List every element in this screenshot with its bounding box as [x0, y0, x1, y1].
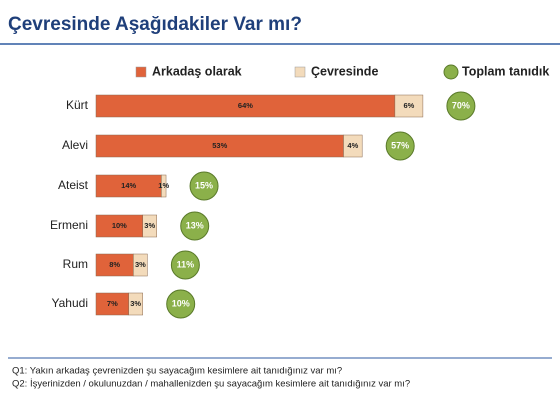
bar-segment: [161, 174, 167, 198]
legend-swatch: [135, 66, 147, 78]
segment-label: 14%: [121, 181, 136, 190]
segment-label: 64%: [238, 101, 253, 110]
category-label: Yahudi: [52, 296, 88, 310]
segment-label: 4%: [347, 141, 358, 150]
category-label: Rum: [63, 257, 88, 271]
total-label: 13%: [186, 220, 204, 230]
segment-label: 53%: [212, 141, 227, 150]
category-label: Alevi: [62, 138, 88, 152]
total-circle: [180, 211, 210, 241]
legend-swatch: [443, 64, 459, 80]
total-circle: [166, 289, 196, 319]
total-circle: [385, 131, 415, 161]
bar-segment: [142, 214, 157, 238]
category-label: Ermeni: [50, 218, 88, 232]
segment-label: 3%: [144, 221, 155, 230]
segment-label: 6%: [403, 101, 414, 110]
total-circle: [170, 250, 200, 280]
category-label: Kürt: [66, 98, 89, 112]
segment-label: 3%: [135, 260, 146, 269]
segment-label: 3%: [130, 299, 141, 308]
segment-label: 8%: [109, 260, 120, 269]
legend-swatch: [294, 66, 306, 78]
bar-segment: [133, 253, 148, 277]
segment-label: 1%: [158, 181, 169, 190]
category-label: Ateist: [58, 178, 89, 192]
bar-segment: [343, 134, 363, 158]
segment-label: 7%: [107, 299, 118, 308]
legend-label: Toplam tanıdık: [462, 64, 549, 78]
bar-segment: [128, 292, 143, 316]
total-label: 57%: [391, 140, 409, 150]
total-circle: [189, 171, 219, 201]
bar-segment: [394, 94, 424, 118]
total-label: 15%: [195, 180, 213, 190]
legend-label: Arkadaş olarak: [152, 64, 242, 78]
legend-label: Çevresinde: [311, 64, 378, 78]
total-label: 70%: [452, 100, 470, 110]
note: Q1: Yakın arkadaş çevrenizden şu sayacağ…: [12, 366, 342, 377]
segment-label: 10%: [112, 221, 127, 230]
total-circle: [446, 91, 476, 121]
total-label: 11%: [177, 259, 195, 269]
note: Q2: İşyerinizden / okulunuzdan / mahalle…: [12, 379, 410, 390]
chart-title: Çevresinde Aşağıdakiler Var mı?: [8, 14, 302, 35]
total-label: 10%: [172, 298, 190, 308]
